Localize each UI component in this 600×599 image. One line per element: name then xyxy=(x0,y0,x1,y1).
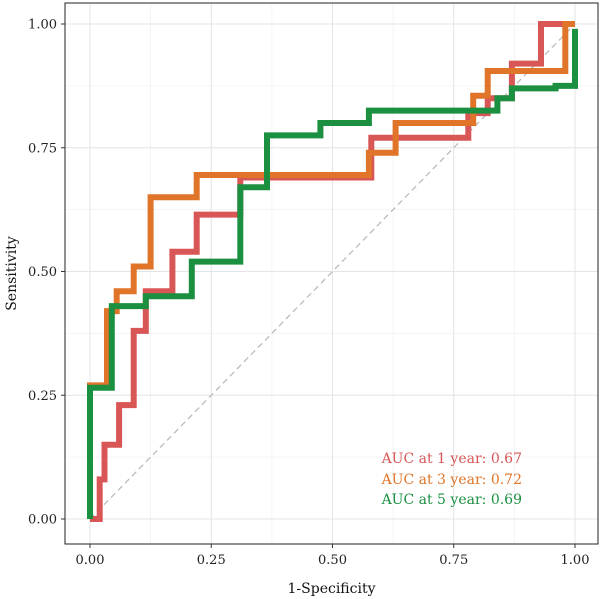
grid xyxy=(65,3,598,544)
auc-label-3-year: AUC at 3 year: 0.72 xyxy=(381,472,522,488)
roc-curve-2 xyxy=(87,21,575,519)
auc-label-5-year: AUC at 5 year: 0.69 xyxy=(381,492,522,508)
x-tick-label: 1.00 xyxy=(561,553,590,568)
series-layer xyxy=(87,21,578,522)
x-tick-label: 0.00 xyxy=(76,553,105,568)
x-tick-label: 0.50 xyxy=(318,553,347,568)
ticks: 0.00 0.25 0.50 0.75 1.00 0.00 0.25 0.50 0.75 1.00 xyxy=(28,18,589,569)
reference-diagonal xyxy=(89,23,576,520)
y-tick-label: 0.50 xyxy=(28,265,57,280)
plot-frame xyxy=(64,2,599,545)
y-tick-label: 1.00 xyxy=(28,18,57,33)
auc-label-1-year: AUC at 1 year: 0.67 xyxy=(381,451,522,467)
y-tick-label: 0.25 xyxy=(28,389,57,404)
x-tick-label: 0.75 xyxy=(439,553,468,568)
roc-curve-3 xyxy=(87,28,578,519)
reference-line-layer xyxy=(89,23,576,520)
x-axis-title: 1-Specificity xyxy=(288,581,376,597)
auc-annotations: AUC at 1 year: 0.67 AUC at 3 year: 0.72 … xyxy=(381,451,522,508)
x-tick-label: 0.25 xyxy=(197,553,226,568)
y-tick-label: 0.75 xyxy=(28,141,57,156)
y-tick-label: 0.00 xyxy=(28,513,57,528)
y-axis-title: Sensitivity xyxy=(4,236,20,311)
